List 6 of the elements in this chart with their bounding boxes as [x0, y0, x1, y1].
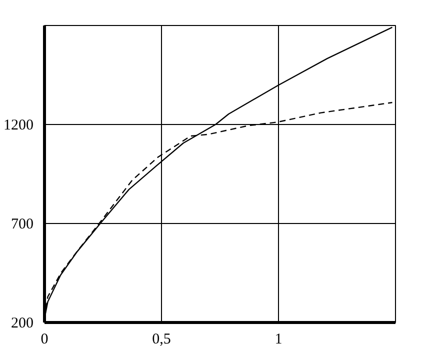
y-tick-label: 700 — [11, 216, 34, 232]
y-tick-label: 200 — [11, 316, 34, 332]
x-tick-label: 0 — [40, 332, 48, 346]
y-tick-label: 1200 — [4, 118, 34, 134]
x-tick-label: 1 — [274, 332, 282, 346]
x-tick-label: 0,5 — [152, 332, 171, 346]
